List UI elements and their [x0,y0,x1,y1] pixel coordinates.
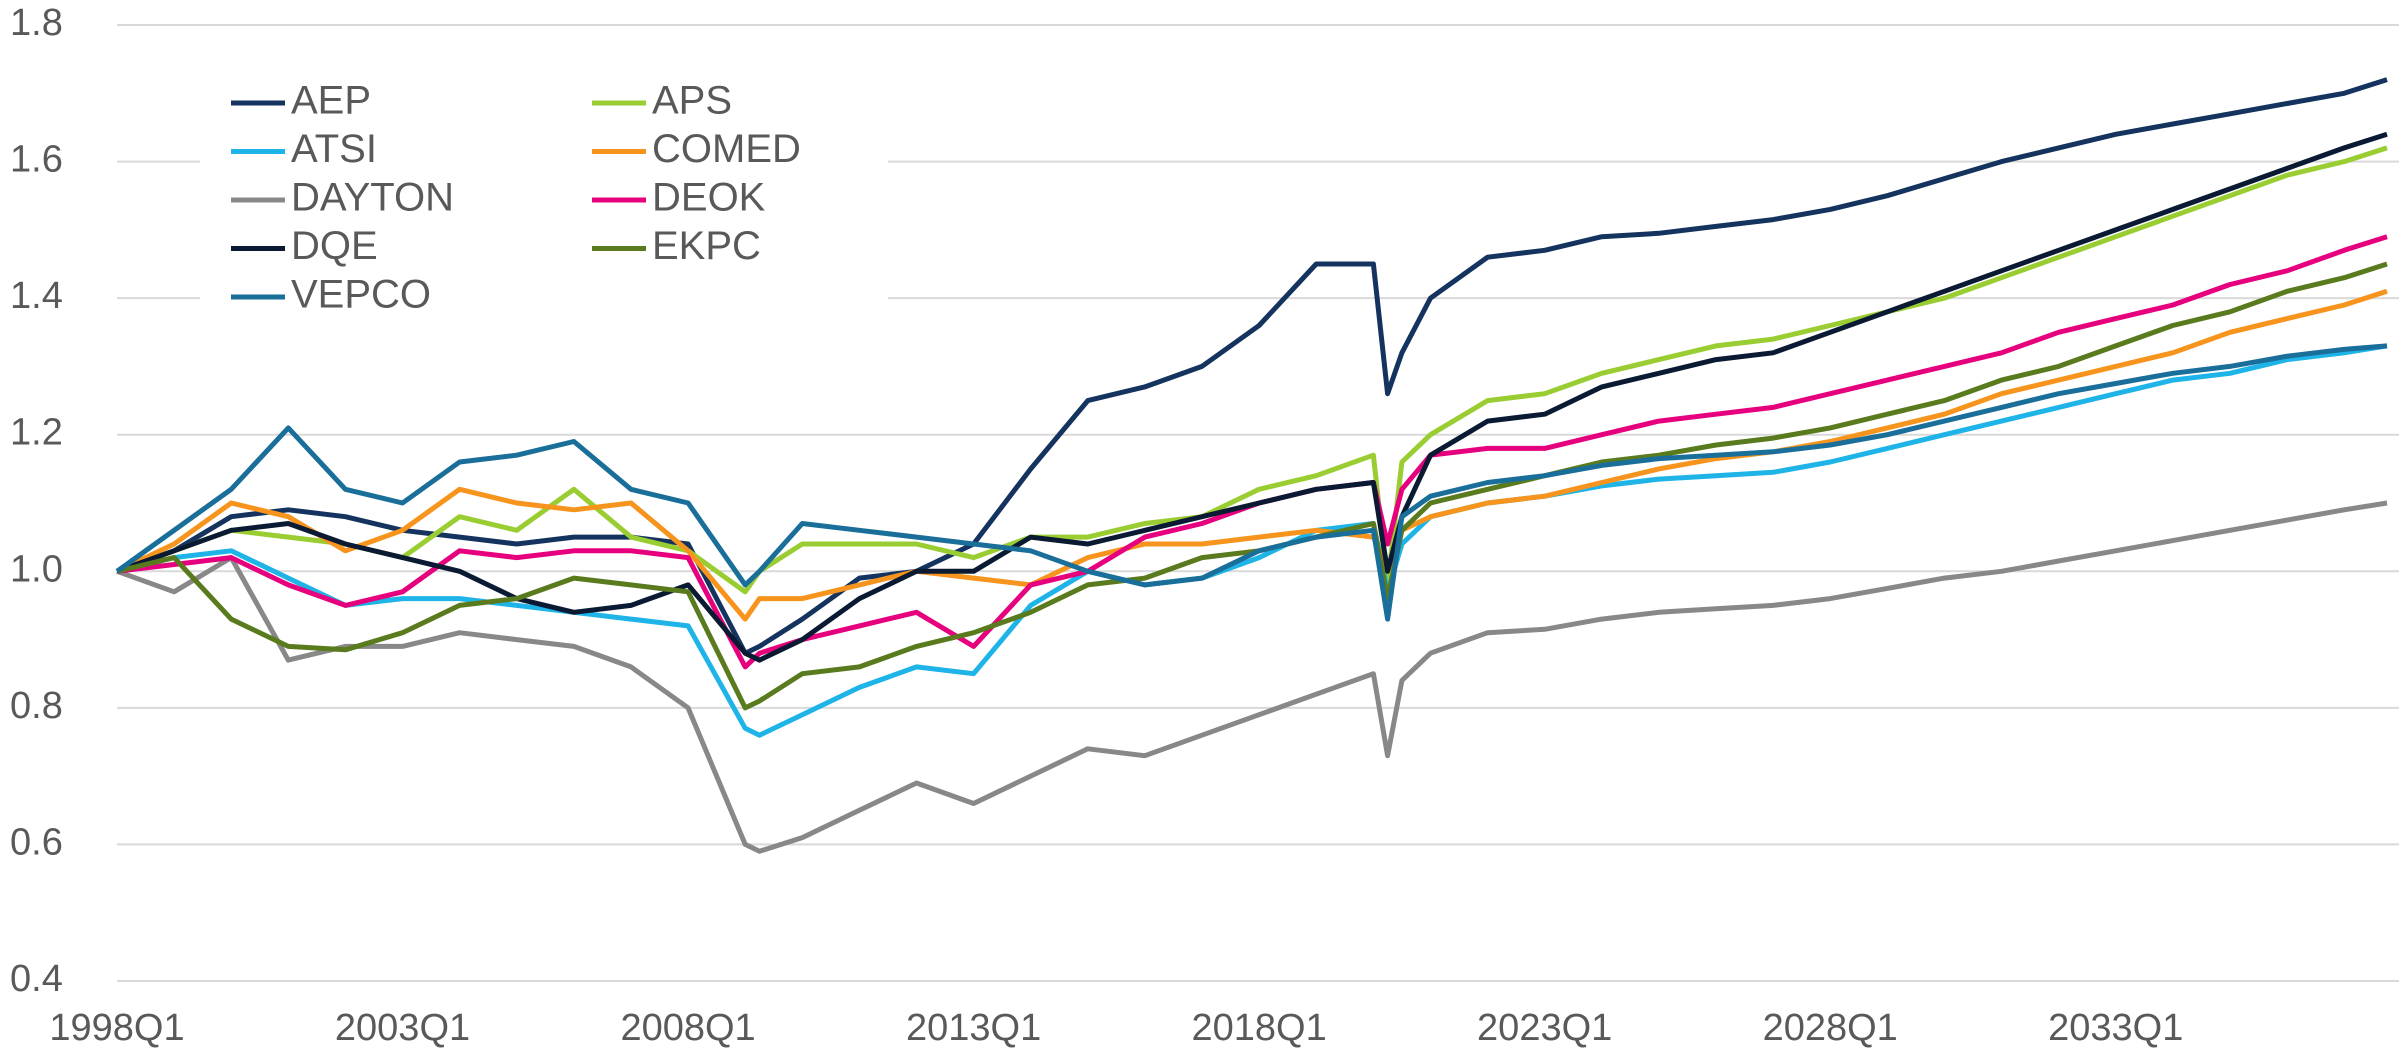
x-tick-label: 2008Q1 [620,1007,755,1049]
legend-label: AEP [291,79,371,123]
x-tick-label: 2028Q1 [1763,1007,1898,1049]
legend-label: ATSI [291,127,377,171]
chart: AEP APS ATSI COMED DAYTON DEOK DQE EKPC VEPCO 0.… [0,0,2399,1049]
y-tick-label: 0.6 [10,821,63,863]
page: {"chart_data": {"type": "line", "x": [19… [0,0,2399,1049]
legend-label: DAYTON [291,176,454,220]
y-tick-label: 0.4 [10,958,63,1000]
y-tick-label: 1.2 [10,412,63,454]
legend-label: DQE [291,224,378,268]
x-tick-label: 2033Q1 [2048,1007,2183,1049]
x-tick-label: 2018Q1 [1192,1007,1327,1049]
y-tick-label: 0.8 [10,685,63,727]
legend-label: APS [652,79,732,123]
y-tick-label: 1.4 [10,275,63,317]
legend-label: COMED [652,127,801,171]
x-tick-label: 2013Q1 [906,1007,1041,1049]
series-line [117,346,2387,735]
x-tick-label: 1998Q1 [49,1007,184,1049]
legend-label: DEOK [652,176,766,220]
series-line [117,346,2387,619]
y-tick-label: 1.8 [10,2,63,44]
x-tick-label: 2003Q1 [335,1007,470,1049]
legend-label: EKPC [652,224,761,268]
legend-label: VEPCO [291,273,431,317]
y-tick-label: 1.6 [10,139,63,181]
legend: AEP APS ATSI COMED DAYTON DEOK DQE EKPC VEPCO [200,75,888,325]
y-tick-label: 1.0 [10,548,63,590]
x-tick-label: 2023Q1 [1477,1007,1612,1049]
